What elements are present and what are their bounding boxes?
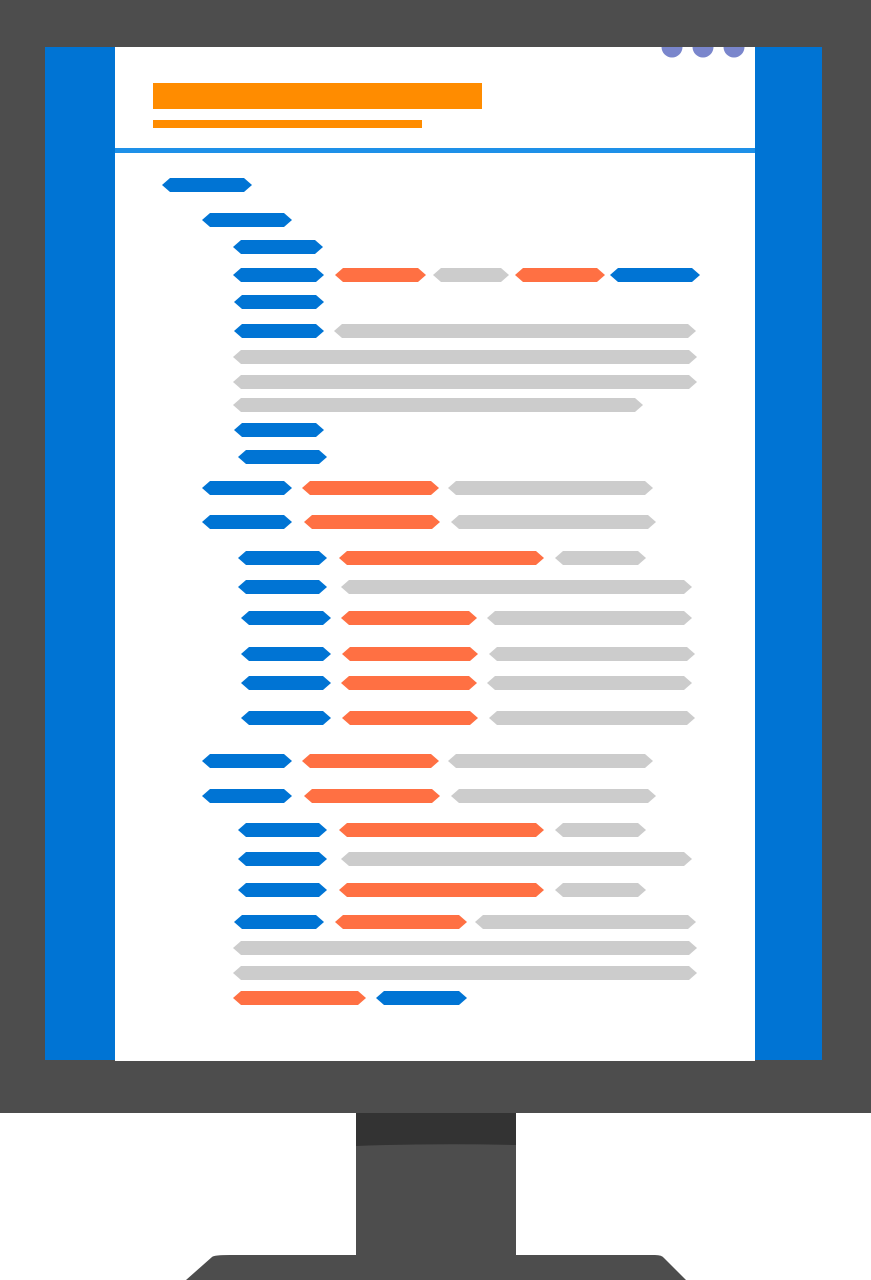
code-token-keyword-line-20 [202, 754, 292, 768]
code-token-text-line-6 [334, 324, 696, 338]
code-token-text-line-26 [233, 941, 697, 955]
code-token-text-line-20 [448, 754, 653, 768]
code-token-keyword-line-3 [233, 240, 323, 254]
code-token-text-line-22 [555, 823, 646, 837]
code-token-keyword-line-10 [234, 423, 324, 437]
code-token-value-line-19 [342, 711, 478, 725]
code-token-text-line-19 [489, 711, 695, 725]
window-dot-2 [692, 47, 714, 58]
code-token-value-line-24 [339, 883, 544, 897]
code-token-keyword-line-4 [610, 268, 700, 282]
code-token-text-line-23 [341, 852, 692, 866]
code-token-keyword-line-18 [241, 676, 331, 690]
window-dots-icon [661, 47, 745, 58]
code-token-text-line-7 [233, 350, 697, 364]
code-token-keyword-line-12 [202, 481, 292, 495]
code-token-value-line-18 [341, 676, 477, 690]
code-token-value-line-21 [304, 789, 440, 803]
header-subtitle-bar [153, 120, 422, 128]
code-token-keyword-line-13 [202, 515, 292, 529]
code-token-text-line-24 [555, 883, 646, 897]
code-token-text-line-18 [487, 676, 692, 690]
code-token-text-line-13 [451, 515, 656, 529]
code-lines [162, 178, 700, 1005]
code-token-keyword-line-28 [376, 991, 467, 1005]
code-token-keyword-line-5 [234, 295, 324, 309]
code-token-keyword-line-4 [233, 268, 324, 282]
code-token-keyword-line-19 [241, 711, 331, 725]
code-token-text-line-9 [233, 398, 643, 412]
header-title-bar [153, 83, 482, 109]
code-token-text-line-16 [487, 611, 692, 625]
code-token-value-line-22 [339, 823, 544, 837]
code-token-text-line-17 [489, 647, 695, 661]
code-token-keyword-line-21 [202, 789, 292, 803]
code-token-keyword-line-2 [202, 213, 292, 227]
code-token-text-line-4 [433, 268, 509, 282]
code-token-text-line-15 [341, 580, 692, 594]
code-token-text-line-14 [555, 551, 646, 565]
code-token-keyword-line-16 [241, 611, 331, 625]
code-token-keyword-line-24 [238, 883, 327, 897]
code-token-value-line-4 [335, 268, 426, 282]
code-token-keyword-line-1 [162, 178, 252, 192]
code-token-text-line-25 [475, 915, 696, 929]
code-token-value-line-12 [302, 481, 439, 495]
header-rule [115, 148, 755, 153]
window-dot-1 [661, 47, 683, 58]
code-token-keyword-line-22 [238, 823, 327, 837]
code-token-keyword-line-15 [238, 580, 327, 594]
code-token-text-line-21 [451, 789, 656, 803]
code-token-value-line-16 [341, 611, 477, 625]
code-token-value-line-28 [233, 991, 366, 1005]
code-token-keyword-line-14 [238, 551, 327, 565]
code-token-value-line-20 [302, 754, 439, 768]
code-token-text-line-8 [233, 375, 697, 389]
code-token-keyword-line-11 [238, 450, 327, 464]
code-token-value-line-14 [339, 551, 544, 565]
code-token-value-line-25 [335, 915, 467, 929]
code-token-value-line-4 [515, 268, 605, 282]
code-token-text-line-12 [448, 481, 653, 495]
code-token-keyword-line-17 [241, 647, 331, 661]
stand-neck-shadow [356, 1113, 516, 1146]
code-token-text-line-27 [233, 966, 697, 980]
stand-base [186, 1255, 686, 1280]
code-token-keyword-line-6 [234, 324, 324, 338]
code-token-keyword-line-23 [238, 852, 327, 866]
code-token-keyword-line-25 [234, 915, 324, 929]
window-dot-3 [723, 47, 745, 58]
code-token-value-line-17 [342, 647, 478, 661]
code-token-value-line-13 [304, 515, 440, 529]
